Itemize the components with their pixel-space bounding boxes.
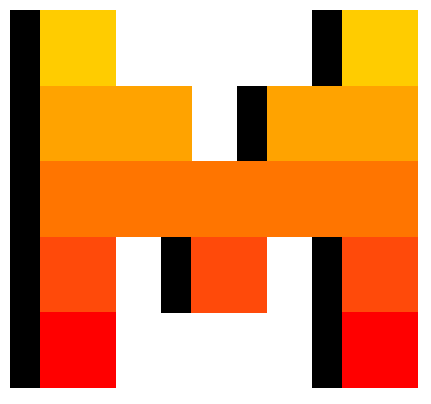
shadow-mid-row-3 bbox=[161, 237, 191, 313]
block-row-2-col-0 bbox=[40, 161, 116, 237]
block-row-2-col-3 bbox=[267, 161, 343, 237]
block-row-2-col-1 bbox=[116, 161, 192, 237]
block-row-4-col-4 bbox=[342, 312, 418, 388]
block-row-3-col-2 bbox=[191, 237, 267, 313]
shadow-left-row-0 bbox=[10, 10, 40, 86]
shadow-left-row-2 bbox=[10, 161, 40, 237]
shadow-left-row-1 bbox=[10, 86, 40, 162]
block-row-1-col-1 bbox=[116, 86, 192, 162]
block-row-1-col-0 bbox=[40, 86, 116, 162]
shadow-right-row-0 bbox=[312, 10, 342, 86]
block-row-3-col-4 bbox=[342, 237, 418, 313]
block-row-3-col-0 bbox=[40, 237, 116, 313]
block-row-0-col-4 bbox=[342, 10, 418, 86]
shadow-mid-row-1 bbox=[237, 86, 267, 162]
block-row-0-col-0 bbox=[40, 10, 116, 86]
shadow-left-row-4 bbox=[10, 312, 40, 388]
shadow-left-row-3 bbox=[10, 237, 40, 313]
block-row-4-col-0 bbox=[40, 312, 116, 388]
block-row-1-col-4 bbox=[342, 86, 418, 162]
block-row-1-col-3 bbox=[267, 86, 343, 162]
block-row-2-col-4 bbox=[342, 161, 418, 237]
block-row-2-col-2 bbox=[191, 161, 267, 237]
shadow-right-row-3 bbox=[312, 237, 342, 313]
shadow-right-row-4 bbox=[312, 312, 342, 388]
